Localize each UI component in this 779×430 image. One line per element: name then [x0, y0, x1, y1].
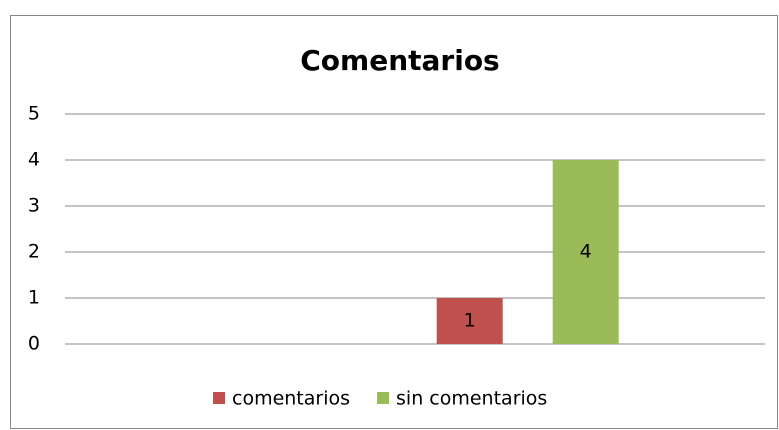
legend-swatch [377, 392, 390, 404]
chart-title: Comentarios [300, 44, 499, 77]
y-tick-label: 1 [28, 287, 40, 309]
y-tick-label: 2 [28, 241, 40, 263]
y-tick-label: 0 [28, 333, 40, 355]
legend-label: sin comentarios [396, 388, 547, 410]
legend-swatch [213, 392, 225, 404]
data-label: 1 [464, 310, 476, 332]
chart-border [10, 15, 778, 429]
y-tick-label: 3 [28, 195, 40, 217]
bar [552, 160, 619, 344]
data-label: 4 [580, 241, 592, 263]
y-tick-label: 4 [28, 149, 40, 171]
y-tick-label: 5 [28, 103, 40, 125]
bar [436, 298, 503, 344]
legend-label: comentarios [232, 388, 350, 410]
